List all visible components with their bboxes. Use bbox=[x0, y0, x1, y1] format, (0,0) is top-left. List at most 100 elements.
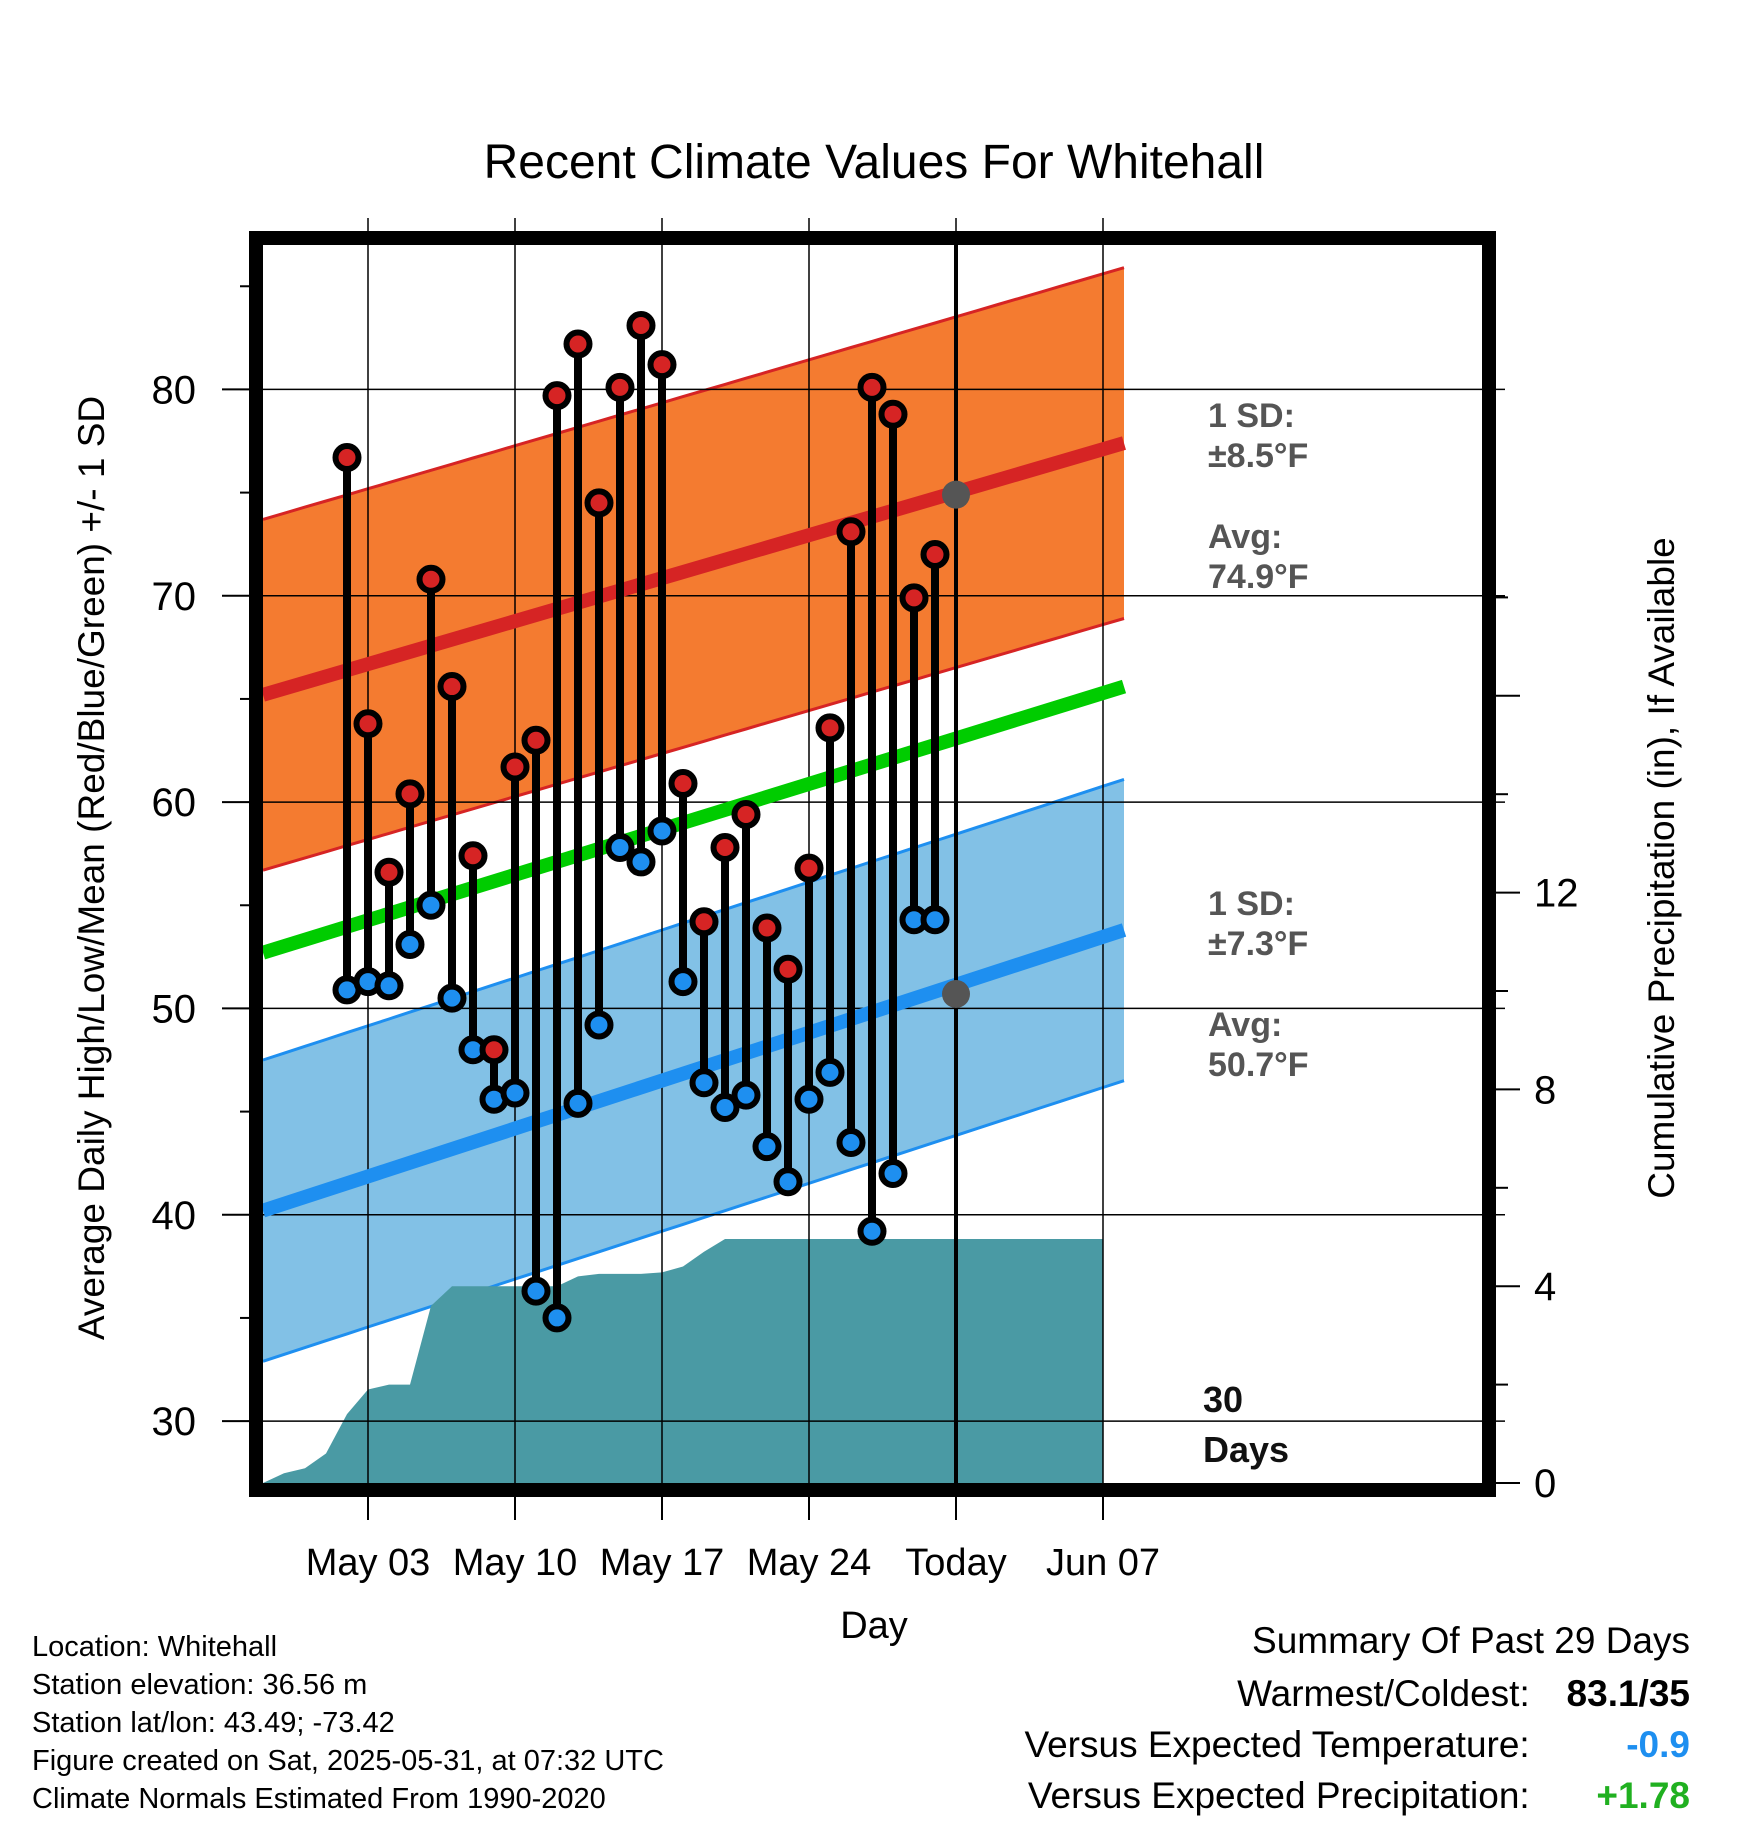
high-avg-value: 74.9°F bbox=[1208, 558, 1309, 596]
normals-text: Climate Normals Estimated From 1990-2020 bbox=[32, 1783, 606, 1815]
daily-low-point bbox=[500, 1078, 530, 1108]
y2-axis-label: Cumulative Precipitation (in), If Availa… bbox=[1641, 537, 1682, 1199]
today-days-label: Days bbox=[1203, 1429, 1289, 1470]
warmest-label: Warmest/Coldest: bbox=[1237, 1673, 1530, 1714]
today-marker bbox=[942, 245, 970, 1483]
daily-high-point bbox=[353, 709, 383, 739]
daily-high-point bbox=[626, 310, 656, 340]
daily-high-point bbox=[668, 769, 698, 799]
high-avg-label: Avg: bbox=[1208, 518, 1282, 556]
daily-low-point bbox=[815, 1057, 845, 1087]
daily-high-point bbox=[563, 329, 593, 359]
daily-high-point bbox=[710, 832, 740, 862]
daily-low-point bbox=[794, 1084, 824, 1114]
daily-high-point bbox=[395, 779, 425, 809]
x-tick-label: May 17 bbox=[600, 1542, 725, 1584]
daily-low-point bbox=[668, 967, 698, 997]
y2-tick-label: 4 bbox=[1534, 1265, 1556, 1309]
high-sd-label: 1 SD: bbox=[1208, 397, 1295, 435]
daily-low-point bbox=[773, 1167, 803, 1197]
summary-precip-row: Versus Expected Precipitation: +1.78 bbox=[1028, 1775, 1690, 1817]
y2-tick-label: 8 bbox=[1534, 1068, 1556, 1112]
daily-high-point bbox=[920, 540, 950, 569]
daily-low-point bbox=[416, 890, 446, 920]
low-today-avg-dot bbox=[942, 979, 970, 1008]
precip-area bbox=[263, 1239, 1103, 1483]
daily-low-point bbox=[626, 847, 656, 877]
daily-high-point bbox=[815, 713, 845, 743]
daily-low-point bbox=[563, 1088, 593, 1118]
precip-fill bbox=[263, 1239, 1103, 1483]
daily-high-point bbox=[878, 399, 908, 429]
footer-info: Location: Whitehall Station elevation: 3… bbox=[32, 1628, 664, 1818]
x-tick-label: May 10 bbox=[453, 1542, 578, 1584]
daily-high-point bbox=[899, 583, 929, 613]
precip-diff-value: +1.78 bbox=[1596, 1775, 1690, 1816]
daily-high-point bbox=[437, 672, 467, 702]
y-tick-label: 60 bbox=[152, 781, 197, 825]
low-avg-label: Avg: bbox=[1208, 1006, 1282, 1044]
summary-heading: Summary Of Past 29 Days bbox=[1252, 1620, 1690, 1661]
daily-high-point bbox=[332, 443, 362, 473]
daily-low-point bbox=[374, 971, 404, 1001]
low-normal-line bbox=[260, 923, 1127, 1218]
daily-high-point bbox=[458, 841, 488, 871]
daily-low-point bbox=[605, 832, 635, 862]
y-tick-label: 30 bbox=[152, 1400, 197, 1444]
daily-low-point bbox=[521, 1276, 551, 1306]
daily-high-point bbox=[500, 752, 530, 782]
high-sd-band-upper-edge bbox=[262, 266, 1125, 521]
daily-low-point bbox=[710, 1092, 740, 1122]
daily-low-point bbox=[836, 1128, 866, 1158]
x-tick-label: May 24 bbox=[747, 1542, 872, 1584]
x-axis-label: Day bbox=[840, 1605, 908, 1647]
summary-temp-row: Versus Expected Temperature: -0.9 bbox=[1024, 1724, 1690, 1766]
low-sd-band-lower-edge bbox=[262, 1079, 1125, 1363]
daily-high-point bbox=[731, 799, 761, 829]
daily-low-point bbox=[731, 1080, 761, 1110]
daily-high-point bbox=[689, 907, 719, 937]
daily-low-point bbox=[584, 1010, 614, 1040]
chart-title: Recent Climate Values For Whitehall bbox=[484, 136, 1265, 189]
summary-warmest-row: Warmest/Coldest: 83.1/35 bbox=[1237, 1673, 1690, 1715]
sd-annotations: 1 SD: ±8.5°F Avg: 74.9°F 1 SD: ±7.3°F Av… bbox=[1203, 397, 1309, 1470]
y-axis-label: Average Daily High/Low/Mean (Red/Blue/Gr… bbox=[71, 396, 112, 1340]
high-sd-value: ±8.5°F bbox=[1208, 437, 1308, 475]
temp-diff-label: Versus Expected Temperature: bbox=[1024, 1724, 1530, 1765]
daily-low-point bbox=[878, 1159, 908, 1188]
daily-low-point bbox=[857, 1216, 887, 1246]
daily-low-point bbox=[542, 1303, 572, 1333]
y-tick-label: 50 bbox=[152, 987, 197, 1031]
x-tick-label: Jun 07 bbox=[1046, 1542, 1160, 1584]
daily-high-point bbox=[794, 853, 824, 883]
plot-frame bbox=[249, 231, 1496, 1497]
daily-high-point bbox=[857, 372, 887, 402]
elevation-text: Station elevation: 36.56 m bbox=[32, 1669, 368, 1701]
temp-diff-value: -0.9 bbox=[1626, 1724, 1690, 1765]
high-normal-line bbox=[261, 436, 1126, 702]
latlon-text: Station lat/lon: 43.49; -73.42 bbox=[32, 1707, 395, 1739]
y2-tick-label: 0 bbox=[1534, 1462, 1556, 1506]
daily-high-point bbox=[647, 350, 677, 380]
warmest-value: 83.1/35 bbox=[1566, 1673, 1690, 1714]
y-tick-label: 40 bbox=[152, 1194, 197, 1238]
daily-high-point bbox=[773, 954, 803, 984]
daily-high-point bbox=[479, 1035, 509, 1065]
daily-low-point bbox=[689, 1068, 719, 1098]
x-tick-label: May 03 bbox=[306, 1542, 431, 1584]
daily-high-low bbox=[332, 310, 950, 1333]
daily-low-point bbox=[920, 905, 950, 935]
daily-high-point bbox=[836, 517, 866, 547]
today-days-count: 30 bbox=[1203, 1379, 1243, 1420]
low-sd-value: ±7.3°F bbox=[1208, 925, 1308, 963]
daily-high-point bbox=[605, 372, 635, 402]
low-sd-label: 1 SD: bbox=[1208, 885, 1295, 923]
y-tick-label: 70 bbox=[152, 575, 197, 619]
daily-high-point bbox=[584, 488, 614, 518]
daily-high-point bbox=[752, 913, 782, 943]
daily-low-point bbox=[395, 929, 425, 959]
location-text: Location: Whitehall bbox=[32, 1631, 278, 1663]
created-text: Figure created on Sat, 2025-05-31, at 07… bbox=[32, 1745, 664, 1777]
x-tick-label: Today bbox=[905, 1542, 1006, 1584]
